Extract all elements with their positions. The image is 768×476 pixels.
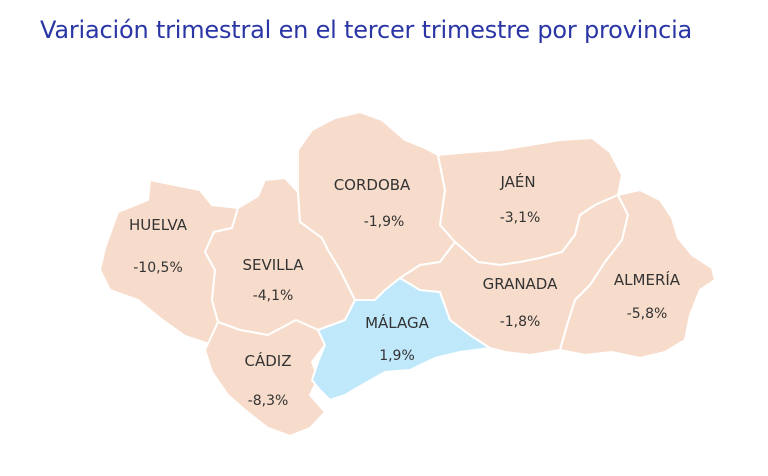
province-label-cordoba: CORDOBA	[334, 176, 411, 194]
province-label-granada: GRANADA	[483, 275, 558, 293]
province-value-huelva: -10,5%	[133, 260, 183, 276]
province-cadiz[interactable]	[204, 319, 326, 437]
province-label-huelva: HUELVA	[129, 216, 188, 234]
province-value-malaga: 1,9%	[379, 348, 415, 364]
province-almeria[interactable]	[559, 189, 716, 359]
province-value-cordoba: -1,9%	[364, 214, 405, 230]
province-label-sevilla: SEVILLA	[242, 256, 304, 274]
province-label-almeria: ALMERÍA	[614, 270, 681, 289]
province-value-cadiz: -8,3%	[248, 393, 289, 409]
province-label-cadiz: CÁDIZ	[245, 351, 292, 370]
province-label-jaen: JAÉN	[499, 172, 535, 191]
province-value-granada: -1,8%	[500, 314, 541, 330]
province-label-malaga: MÁLAGA	[365, 313, 430, 332]
province-value-sevilla: -4,1%	[253, 288, 294, 304]
map-title: Variación trimestral en el tercer trimes…	[40, 16, 693, 44]
province-value-almeria: -5,8%	[627, 306, 668, 322]
province-value-jaen: -3,1%	[500, 210, 541, 226]
